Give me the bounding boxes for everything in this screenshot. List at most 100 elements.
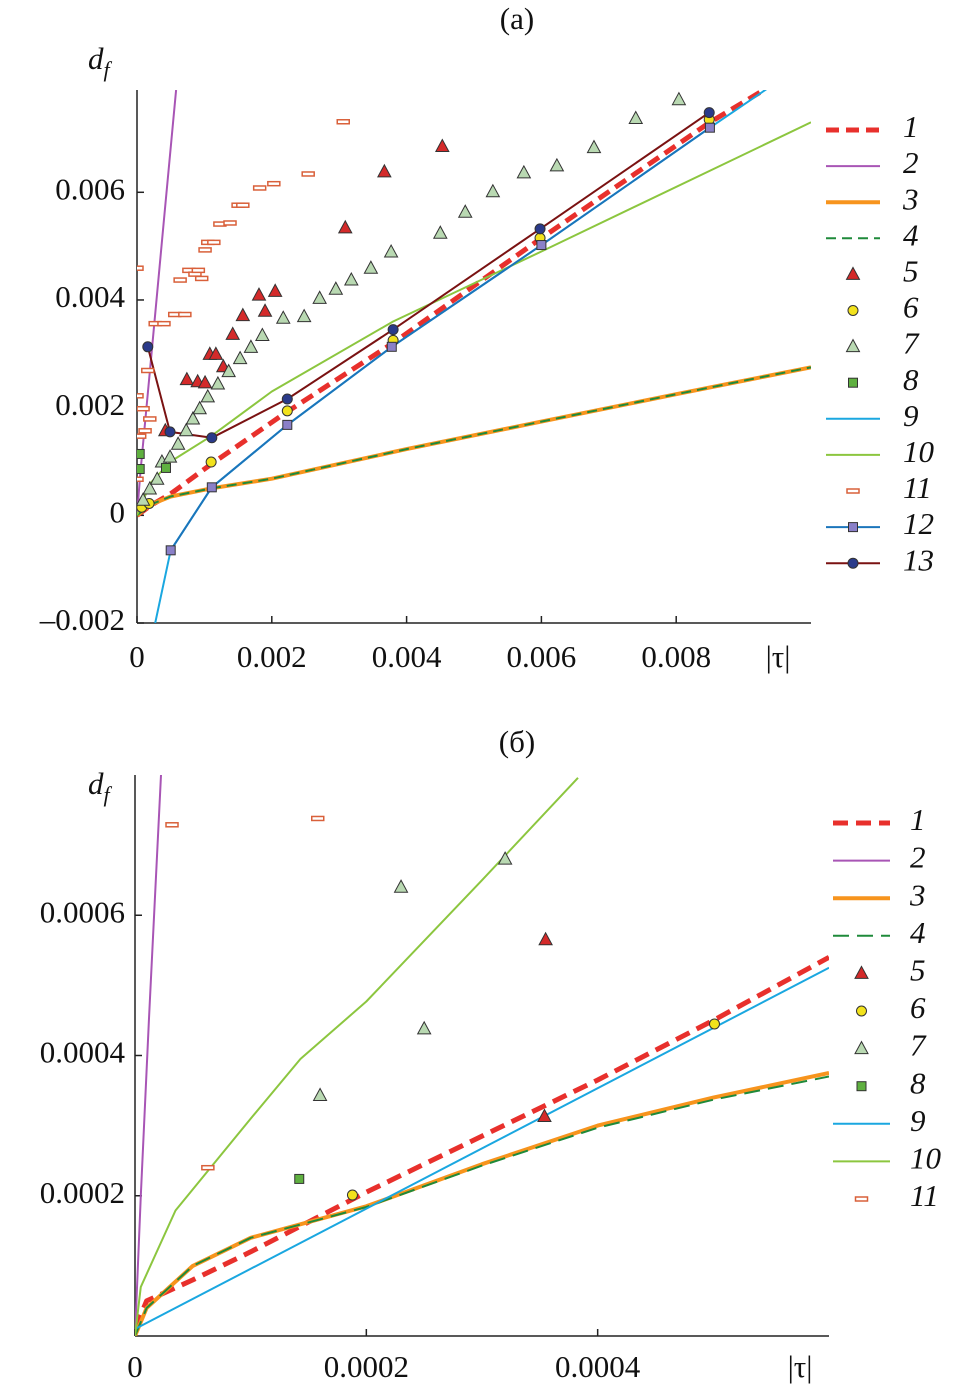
x-tick-label: 0.0002 <box>324 1349 409 1384</box>
dash-marker <box>137 393 144 399</box>
y-axis-label-base: d <box>88 766 104 801</box>
triangle-marker <box>538 931 553 946</box>
y-tick-label: 0 <box>110 494 126 529</box>
triangle-marker <box>516 164 532 179</box>
series-line <box>146 111 710 439</box>
triangle-marker <box>257 303 273 317</box>
circle-marker <box>847 557 859 569</box>
series-line <box>135 955 829 1330</box>
triangle-marker <box>275 310 291 324</box>
y-axis-label: df <box>88 41 113 82</box>
x-axis-label: |τ| <box>788 1349 813 1384</box>
x-axis-label: |τ| <box>766 639 791 674</box>
triangle-marker <box>208 346 224 360</box>
triangle-marker <box>671 91 687 106</box>
triangle-marker <box>854 1040 869 1055</box>
legend-label: 1 <box>910 802 926 837</box>
dash-marker <box>137 265 144 271</box>
legend-label: 5 <box>910 953 926 988</box>
dash-marker <box>198 247 212 253</box>
legend-label: 7 <box>903 326 920 361</box>
triangle-marker <box>225 326 241 340</box>
dash-marker <box>252 185 267 191</box>
dash-marker <box>157 320 171 327</box>
triangle-marker <box>337 219 353 234</box>
triangle-marker <box>137 492 151 506</box>
triangle-marker <box>185 410 201 425</box>
triangle-marker <box>210 375 226 390</box>
triangle-marker <box>416 1020 432 1035</box>
dash-marker <box>301 171 315 177</box>
y-tick-label: 0.0002 <box>40 1175 125 1210</box>
legend-label: 1 <box>903 109 919 144</box>
legend-label: 13 <box>903 542 934 577</box>
triangle-marker <box>432 225 448 239</box>
circle-marker <box>856 1005 867 1017</box>
triangle-marker <box>312 1087 328 1101</box>
square-marker <box>137 448 145 459</box>
circle-marker <box>164 426 176 438</box>
circle-marker <box>387 324 399 336</box>
triangle-marker <box>255 327 270 342</box>
triangle-marker <box>628 110 644 125</box>
dash-marker <box>137 476 144 483</box>
legend-label: 8 <box>910 1065 926 1100</box>
y-tick-label: 0.006 <box>55 171 125 206</box>
dash-marker <box>207 239 221 246</box>
triangle-marker <box>267 283 283 297</box>
dash-marker <box>191 267 206 274</box>
square-marker <box>165 545 176 556</box>
y-axis-label-sub: f <box>104 782 113 807</box>
dash-marker <box>854 1196 869 1202</box>
series-line <box>137 365 811 517</box>
circle-marker <box>708 1018 720 1030</box>
triangle-marker <box>485 183 501 198</box>
dash-marker <box>141 367 155 374</box>
triangle-marker <box>162 449 178 463</box>
legend-label: 9 <box>903 398 919 433</box>
triangle-marker <box>192 400 208 415</box>
legend-label: 11 <box>903 470 932 505</box>
dash-marker <box>178 311 192 318</box>
triangle-marker <box>178 422 194 437</box>
legend-label: 10 <box>910 1141 942 1176</box>
dash-marker <box>194 275 209 282</box>
legend-label: 2 <box>910 840 926 875</box>
circle-marker <box>703 107 715 119</box>
x-tick-label: 0.008 <box>641 639 711 674</box>
dash-marker <box>336 119 350 125</box>
square-marker <box>856 1081 867 1092</box>
square-marker <box>536 240 547 251</box>
dash-marker <box>236 202 250 208</box>
square-marker <box>294 1173 305 1184</box>
series-line <box>135 1071 829 1336</box>
x-tick-label: 0 <box>127 1349 143 1384</box>
legend-label: 6 <box>910 990 926 1025</box>
square-marker <box>206 482 217 493</box>
dash-marker <box>267 180 281 187</box>
triangle-marker <box>457 204 473 218</box>
square-marker <box>848 522 858 533</box>
x-tick-label: 0.006 <box>507 639 577 674</box>
triangle-marker <box>197 374 213 389</box>
y-tick-label: 0.004 <box>55 279 125 314</box>
dash-marker <box>223 220 237 226</box>
circle-marker <box>206 432 218 444</box>
series-line <box>137 366 811 517</box>
circle-marker <box>205 456 217 468</box>
x-tick-label: 0.002 <box>237 639 307 674</box>
series-line <box>169 126 711 551</box>
dash-marker <box>165 822 179 828</box>
triangle-marker <box>377 163 392 178</box>
series-line <box>137 90 766 518</box>
triangle-marker <box>393 879 409 893</box>
legend-label: 9 <box>910 1103 926 1138</box>
dash-marker <box>201 1164 215 1171</box>
x-tick-label: 0.0004 <box>555 1349 641 1384</box>
circle-marker <box>534 223 546 235</box>
dash-marker <box>137 433 147 439</box>
square-marker <box>848 377 858 388</box>
dash-marker <box>311 815 325 822</box>
triangle-marker <box>170 436 186 450</box>
